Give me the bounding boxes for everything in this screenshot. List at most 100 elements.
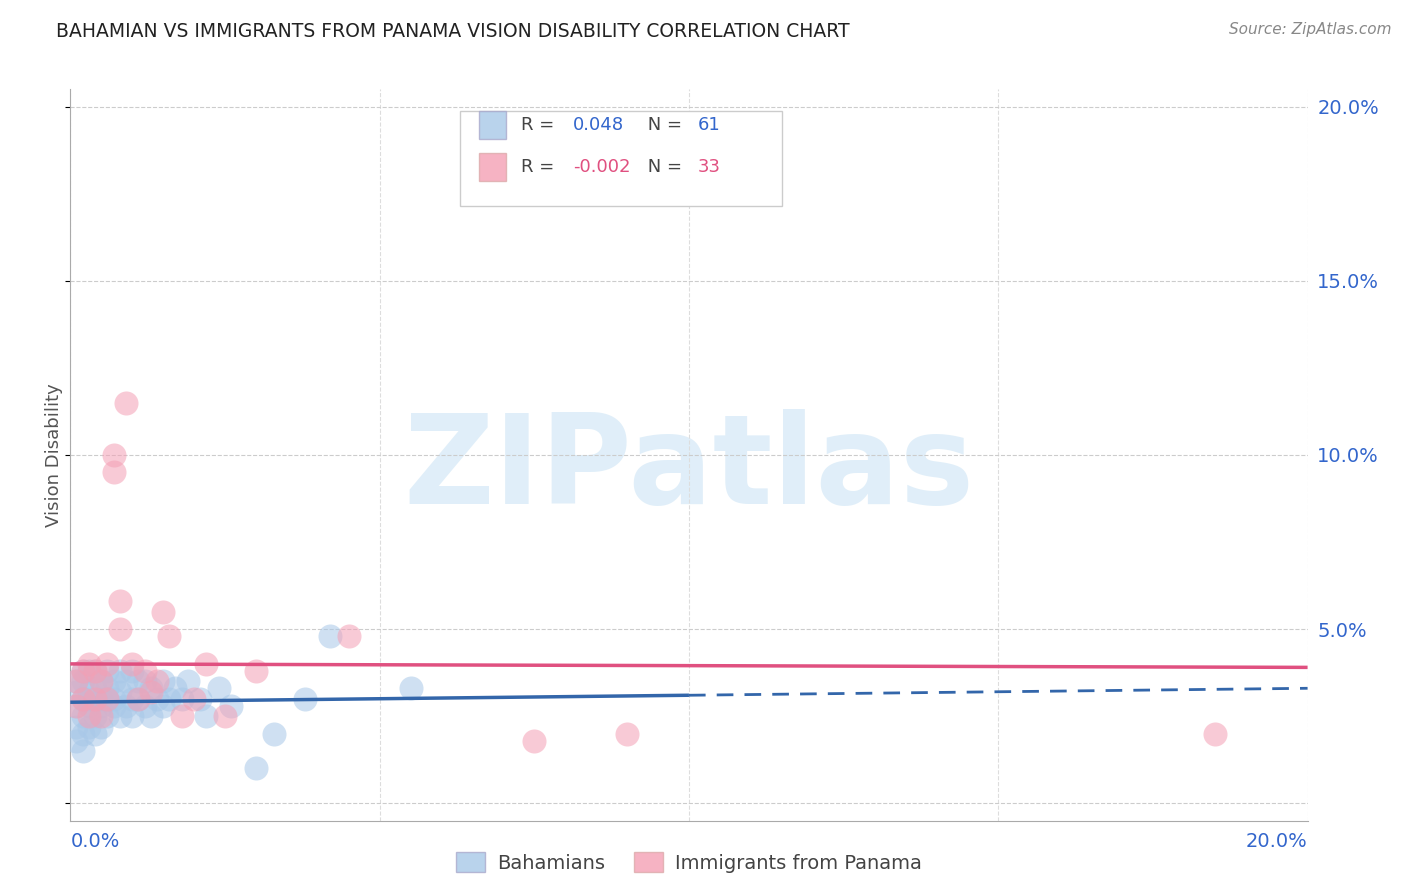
- Point: [121, 709, 143, 723]
- Point: [103, 691, 125, 706]
- Point: [139, 681, 162, 696]
- Point: [65, 698, 87, 713]
- Point: [90, 709, 112, 723]
- Point: [96, 691, 118, 706]
- Text: 0.048: 0.048: [572, 116, 624, 134]
- Point: [134, 674, 156, 689]
- Point: [108, 622, 131, 636]
- Point: [77, 657, 100, 671]
- Point: [103, 674, 125, 689]
- Point: [90, 720, 112, 734]
- Point: [616, 726, 638, 740]
- Point: [152, 674, 174, 689]
- Point: [103, 698, 125, 713]
- Point: [108, 664, 131, 678]
- Point: [77, 720, 100, 734]
- Point: [177, 674, 200, 689]
- Point: [72, 664, 94, 678]
- Point: [170, 709, 193, 723]
- Point: [65, 674, 87, 689]
- Point: [115, 395, 138, 409]
- Point: [245, 664, 267, 678]
- Point: [188, 691, 211, 706]
- Point: [90, 674, 112, 689]
- Point: [108, 685, 131, 699]
- Point: [84, 664, 107, 678]
- Text: -0.002: -0.002: [572, 158, 630, 176]
- Y-axis label: Vision Disability: Vision Disability: [45, 383, 63, 527]
- Point: [103, 448, 125, 462]
- Point: [96, 709, 118, 723]
- Point: [115, 674, 138, 689]
- Point: [337, 629, 360, 643]
- Text: BAHAMIAN VS IMMIGRANTS FROM PANAMA VISION DISABILITY CORRELATION CHART: BAHAMIAN VS IMMIGRANTS FROM PANAMA VISIO…: [56, 22, 849, 41]
- Point: [1204, 726, 1226, 740]
- Point: [96, 691, 118, 706]
- Legend: Bahamians, Immigrants from Panama: Bahamians, Immigrants from Panama: [449, 845, 929, 880]
- Point: [84, 691, 107, 706]
- Point: [127, 691, 149, 706]
- Text: N =: N =: [643, 158, 688, 176]
- Point: [72, 674, 94, 689]
- Point: [146, 674, 169, 689]
- Point: [90, 674, 112, 689]
- Point: [65, 733, 87, 747]
- Point: [121, 691, 143, 706]
- Point: [72, 709, 94, 723]
- Text: N =: N =: [643, 116, 688, 134]
- Point: [77, 664, 100, 678]
- Point: [108, 594, 131, 608]
- Text: ZIPatlas: ZIPatlas: [404, 409, 974, 530]
- Point: [90, 698, 112, 713]
- Point: [72, 691, 94, 706]
- Text: R =: R =: [520, 116, 560, 134]
- Point: [96, 664, 118, 678]
- Text: 20.0%: 20.0%: [1246, 832, 1308, 851]
- Point: [152, 698, 174, 713]
- Point: [294, 691, 316, 706]
- Point: [121, 657, 143, 671]
- Point: [121, 664, 143, 678]
- Point: [139, 685, 162, 699]
- Point: [263, 726, 285, 740]
- Point: [84, 709, 107, 723]
- Point: [183, 691, 205, 706]
- FancyBboxPatch shape: [460, 112, 782, 206]
- Point: [523, 733, 546, 747]
- Text: 61: 61: [697, 116, 720, 134]
- Point: [65, 685, 87, 699]
- Point: [245, 761, 267, 775]
- Point: [115, 698, 138, 713]
- Point: [214, 709, 236, 723]
- Point: [72, 664, 94, 678]
- Point: [77, 698, 100, 713]
- Point: [127, 691, 149, 706]
- Point: [84, 726, 107, 740]
- Text: 33: 33: [697, 158, 721, 176]
- Point: [90, 691, 112, 706]
- Point: [208, 681, 231, 696]
- Point: [170, 691, 193, 706]
- Point: [157, 691, 180, 706]
- Point: [72, 744, 94, 758]
- Point: [195, 657, 218, 671]
- Point: [65, 698, 87, 713]
- Point: [84, 681, 107, 696]
- Point: [77, 709, 100, 723]
- Point: [65, 720, 87, 734]
- Point: [399, 681, 422, 696]
- Point: [77, 691, 100, 706]
- Point: [96, 657, 118, 671]
- Point: [108, 709, 131, 723]
- Point: [152, 605, 174, 619]
- Bar: [478, 153, 506, 180]
- Text: Source: ZipAtlas.com: Source: ZipAtlas.com: [1229, 22, 1392, 37]
- Point: [72, 726, 94, 740]
- Bar: [478, 112, 506, 139]
- Point: [165, 681, 187, 696]
- Point: [77, 685, 100, 699]
- Point: [134, 698, 156, 713]
- Point: [65, 674, 87, 689]
- Point: [139, 709, 162, 723]
- Point: [219, 698, 242, 713]
